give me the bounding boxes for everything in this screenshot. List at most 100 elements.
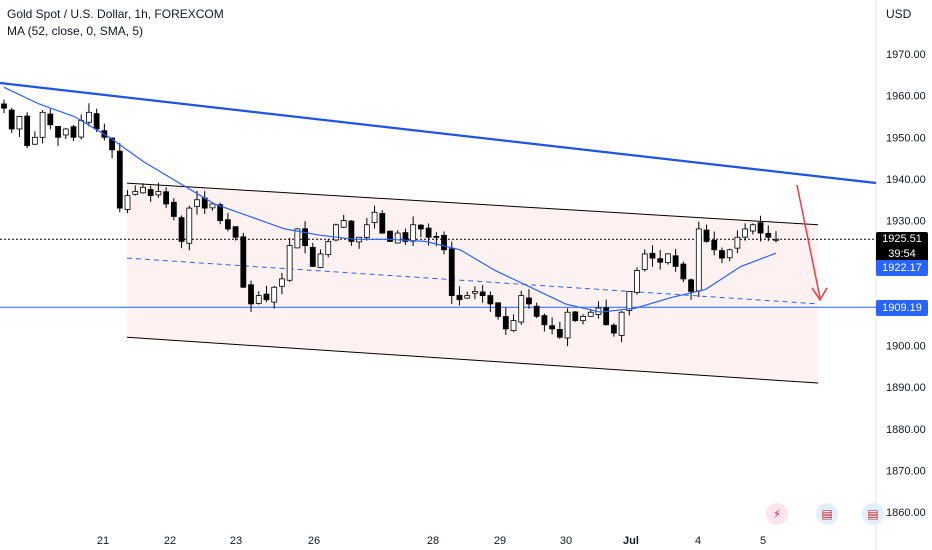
y-tick-label: 1880.00 xyxy=(886,424,926,436)
lightning-icon[interactable]: ⚡ xyxy=(766,503,788,525)
candle xyxy=(425,227,432,238)
y-tick-label: 1930.00 xyxy=(886,216,926,228)
candle xyxy=(132,191,139,195)
candle xyxy=(572,311,579,321)
candle xyxy=(626,291,633,311)
candle xyxy=(224,219,231,230)
y-tick-label: 1970.00 xyxy=(886,49,926,61)
candle xyxy=(448,248,455,296)
candle xyxy=(417,224,424,230)
candle xyxy=(31,136,38,145)
candle xyxy=(217,204,224,221)
candle xyxy=(665,253,671,264)
price-line-tag: 1909.19 xyxy=(876,300,928,316)
candle xyxy=(556,329,563,338)
candle xyxy=(387,230,393,242)
candle xyxy=(618,311,625,336)
candle xyxy=(16,116,23,130)
last-price-value: 1925.51 xyxy=(882,233,922,245)
candle xyxy=(719,250,725,259)
candle xyxy=(657,258,664,263)
y-tick-label: 1940.00 xyxy=(886,174,926,186)
last-price-tag: 1925.51 39:54 xyxy=(876,232,928,262)
candle xyxy=(248,284,254,305)
candle xyxy=(124,195,131,210)
candle xyxy=(726,249,733,259)
candle xyxy=(441,234,447,251)
candle xyxy=(86,111,92,123)
candles-group xyxy=(1,99,779,347)
candle xyxy=(526,297,532,305)
x-tick-label: 4 xyxy=(695,535,701,547)
candle xyxy=(495,302,501,317)
candle xyxy=(734,236,741,249)
candle xyxy=(8,109,15,130)
candle xyxy=(178,217,185,242)
candle xyxy=(634,270,640,293)
candle xyxy=(688,279,694,292)
candle xyxy=(711,239,718,251)
us-flag-icon[interactable]: ▤ xyxy=(862,503,884,525)
candle xyxy=(333,224,339,241)
candle xyxy=(279,278,285,287)
candle xyxy=(672,255,679,267)
candle xyxy=(271,286,278,303)
candle xyxy=(749,224,756,232)
candle xyxy=(1,103,7,109)
candle xyxy=(70,126,77,138)
candle xyxy=(587,311,594,317)
candle xyxy=(518,295,525,323)
candle xyxy=(294,228,301,249)
candle xyxy=(379,213,386,234)
candle xyxy=(209,203,216,209)
candle xyxy=(286,245,293,281)
candle xyxy=(348,220,355,242)
candle xyxy=(410,224,417,242)
candle xyxy=(757,222,764,234)
moving-average-line xyxy=(3,86,777,313)
candle xyxy=(649,252,656,259)
candle xyxy=(62,128,69,136)
candle xyxy=(564,311,571,339)
y-tick-label: 1890.00 xyxy=(886,382,926,394)
us-flag-icon[interactable]: ▤ xyxy=(816,503,838,525)
candle xyxy=(194,199,200,207)
y-tick-label: 1950.00 xyxy=(886,132,926,144)
indicator-label[interactable]: MA (52, close, 0, SMA, 5) xyxy=(7,24,144,38)
x-tick-label: 5 xyxy=(760,535,766,547)
candle xyxy=(325,241,332,256)
x-tick-label: 29 xyxy=(494,535,506,547)
candle xyxy=(641,253,648,270)
y-tick-label: 1870.00 xyxy=(886,466,926,478)
y-tick-label: 1900.00 xyxy=(886,341,926,353)
candle xyxy=(510,320,517,332)
candle xyxy=(603,307,610,326)
candle xyxy=(155,191,162,196)
candle xyxy=(363,224,370,238)
candle xyxy=(116,150,123,209)
candle xyxy=(140,186,146,194)
candle xyxy=(240,236,247,288)
candle xyxy=(464,295,471,299)
candle xyxy=(549,325,556,330)
forecast-arrow-head xyxy=(811,287,828,302)
chart-title[interactable]: Gold Spot / U.S. Dollar, 1h, FOREXCOM xyxy=(7,7,224,21)
ma-value-tag: 1922.17 xyxy=(876,260,928,276)
candle xyxy=(24,115,31,147)
candle xyxy=(773,238,779,241)
candle xyxy=(302,228,308,246)
currency-label[interactable]: USD xyxy=(886,7,912,21)
candle xyxy=(255,295,262,304)
candle xyxy=(580,315,586,322)
candle xyxy=(541,315,548,326)
candle xyxy=(147,189,154,197)
x-tick-label: 28 xyxy=(427,535,439,547)
y-tick-label: 1960.00 xyxy=(886,91,926,103)
candle xyxy=(680,263,687,280)
candle xyxy=(47,113,54,126)
candle xyxy=(170,201,177,217)
forecast-arrow xyxy=(796,184,821,299)
candle xyxy=(371,211,378,224)
candle xyxy=(742,228,749,238)
